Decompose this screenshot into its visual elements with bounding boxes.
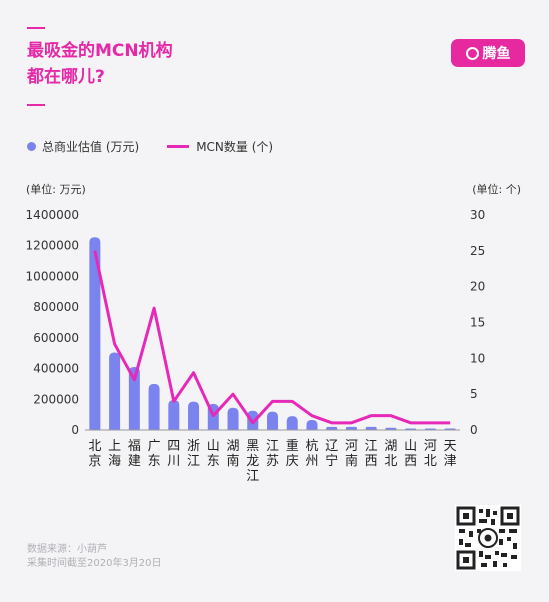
x-tick-label: 福建: [128, 439, 141, 469]
bar: [345, 426, 357, 430]
y-axis-right-label: (单位: 个): [472, 182, 521, 196]
x-tick-label: 山东: [207, 439, 220, 469]
bar: [188, 401, 200, 430]
legend-line-swatch: [167, 145, 190, 148]
y-tick-right: 0: [470, 423, 478, 437]
y-tick-right: 25: [470, 244, 485, 258]
y-tick-right: 10: [470, 351, 485, 365]
y-tick-right: 15: [470, 316, 485, 330]
bar: [267, 411, 278, 430]
footer-source: 数据来源：小葫芦: [27, 544, 107, 555]
bar: [168, 400, 180, 430]
x-tick-label: 湖北: [384, 439, 397, 469]
x-tick-label: 重庆: [286, 438, 299, 469]
mcn-count-line: [93, 250, 451, 425]
qr-code: [455, 505, 521, 571]
x-tick-label: 江西: [365, 439, 378, 469]
bar: [89, 237, 101, 430]
bar: [227, 407, 239, 430]
bar: [326, 426, 338, 430]
chart-title: 最吸金的MCN机构 都在哪儿?: [27, 38, 173, 90]
x-tick-label: 辽宁: [325, 439, 338, 469]
brand-logo: 腾鱼: [451, 39, 525, 67]
bar: [286, 416, 298, 430]
chart-title-line1: 最吸金的MCN机构: [27, 41, 173, 61]
x-tick-label: 北京: [88, 439, 101, 469]
legend-bar-label: 总商业估值 (万元): [42, 140, 140, 154]
x-tick-label: 湖南: [227, 439, 240, 469]
y-tick-left: 1200000: [26, 239, 79, 253]
legend-bar-swatch: [27, 142, 36, 151]
y-tick-right: 30: [470, 208, 485, 222]
bar: [109, 352, 121, 430]
x-tick-label: 杭州: [305, 439, 318, 469]
y-axis-left-label: (单位: 万元): [26, 182, 86, 196]
x-tick-label: 广东: [148, 439, 161, 469]
y-tick-right: 20: [470, 280, 485, 294]
footer-date: 采集时间截至2020年3月20日: [27, 558, 162, 569]
y-tick-left: 1400000: [26, 208, 79, 222]
bar: [306, 420, 318, 430]
x-tick-label: 河北: [424, 439, 437, 469]
x-tick-label: 江苏: [266, 439, 279, 469]
x-tick-label: 浙江: [187, 439, 200, 469]
x-tick-label: 天津: [444, 439, 457, 469]
y-tick-right: 5: [470, 387, 478, 401]
qr-code-icon: [456, 506, 520, 570]
y-tick-left: 1000000: [26, 269, 79, 283]
y-tick-left: 400000: [33, 362, 79, 376]
legend-line-label: MCN数量 (个): [196, 140, 274, 154]
y-tick-left: 600000: [33, 331, 79, 345]
chart-title-line2: 都在哪儿?: [27, 67, 105, 87]
title-decoration-top: [27, 27, 45, 29]
x-tick-label: 黑龙江: [246, 439, 259, 484]
brand-logo-icon: [465, 46, 479, 60]
footer-notes: 数据来源：小葫芦 采集时间截至2020年3月20日: [27, 543, 162, 571]
y-tick-left: 200000: [33, 392, 79, 406]
x-tick-label: 河南: [345, 439, 358, 469]
x-tick-label: 山西: [404, 439, 417, 469]
chart-legend: 总商业估值 (万元) MCN数量 (个): [27, 138, 273, 155]
y-tick-left: 800000: [33, 300, 79, 314]
x-tick-label: 四川: [167, 439, 180, 469]
y-tick-left: 0: [71, 423, 79, 437]
bar: [128, 367, 140, 430]
bar: [365, 426, 377, 430]
bar: [385, 427, 397, 430]
bar: [148, 383, 160, 430]
x-tick-label: 上海: [108, 439, 121, 469]
title-decoration-bottom: [27, 104, 45, 106]
brand-logo-text: 腾鱼: [482, 46, 511, 62]
